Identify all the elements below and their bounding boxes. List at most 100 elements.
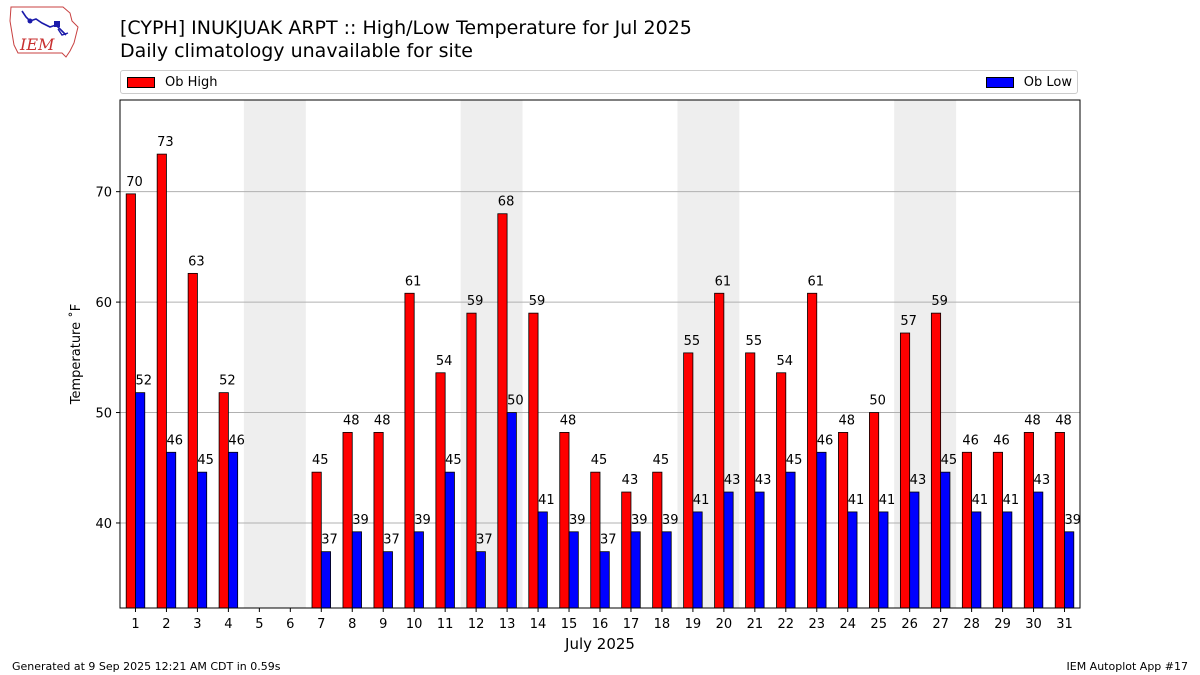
x-tick-label: 15 bbox=[561, 617, 578, 632]
bar-high bbox=[125, 193, 136, 609]
bar-low-label: 45 bbox=[445, 453, 462, 468]
bar-low-label: 37 bbox=[383, 533, 400, 548]
bar-high-label: 73 bbox=[157, 135, 174, 150]
bar-high-label: 50 bbox=[869, 394, 886, 409]
x-tick-label: 10 bbox=[406, 617, 423, 632]
bar-high bbox=[187, 272, 198, 609]
bar-low bbox=[909, 491, 920, 609]
bar-low bbox=[382, 551, 393, 609]
x-tick-label: 22 bbox=[778, 617, 795, 632]
bar-high-label: 61 bbox=[715, 274, 732, 289]
x-tick-label: 18 bbox=[654, 617, 671, 632]
bar-low bbox=[351, 531, 362, 609]
bar-low-label: 39 bbox=[569, 513, 586, 528]
bar-low-label: 41 bbox=[693, 493, 710, 508]
bar-low-label: 50 bbox=[507, 394, 524, 409]
x-tick-label: 25 bbox=[870, 617, 887, 632]
bar-low bbox=[816, 451, 827, 609]
bar-low bbox=[971, 511, 982, 609]
legend-label-high: Ob High bbox=[165, 74, 218, 90]
iem-logo: IEM bbox=[9, 6, 79, 58]
plot-frame bbox=[119, 99, 1081, 609]
x-tick-label: 5 bbox=[255, 617, 263, 632]
bar-low bbox=[320, 551, 331, 609]
bar-high-label: 54 bbox=[436, 354, 453, 369]
bar-low-label: 45 bbox=[197, 453, 214, 468]
legend-item-ob-low: Ob Low bbox=[985, 74, 1072, 90]
bar-high bbox=[683, 352, 694, 609]
x-tick-label: 1 bbox=[131, 617, 139, 632]
legend-item-ob-high: Ob High bbox=[127, 74, 218, 90]
footer-app-text: IEM Autoplot App #17 bbox=[1066, 660, 1189, 673]
bar-high-label: 68 bbox=[498, 195, 515, 210]
bar-low bbox=[630, 531, 641, 609]
weekend-band bbox=[677, 100, 740, 608]
x-tick-label: 28 bbox=[963, 617, 980, 632]
bar-high bbox=[961, 451, 973, 609]
y-tick-label: 40 bbox=[95, 517, 112, 532]
footer-generated-text: Generated at 9 Sep 2025 12:21 AM CDT in … bbox=[12, 660, 281, 673]
bar-high-label: 63 bbox=[188, 254, 205, 269]
x-tick-label: 30 bbox=[1025, 617, 1042, 632]
bar-low bbox=[135, 392, 146, 609]
x-tick-label: 12 bbox=[468, 617, 485, 632]
bar-low bbox=[444, 471, 455, 609]
x-tick-label: 17 bbox=[623, 617, 640, 632]
x-tick-label: 16 bbox=[592, 617, 609, 632]
x-tick-label: 6 bbox=[286, 617, 294, 632]
bar-low-label: 41 bbox=[972, 493, 989, 508]
bar-low bbox=[413, 531, 424, 609]
bar-high bbox=[373, 432, 384, 609]
bar-low-label: 41 bbox=[879, 493, 896, 508]
x-tick-label: 11 bbox=[437, 617, 454, 632]
bar-high bbox=[435, 372, 446, 609]
bar-high-label: 48 bbox=[560, 413, 577, 428]
bar-low-label: 41 bbox=[538, 493, 555, 508]
x-axis-label: July 2025 bbox=[564, 635, 635, 653]
bar-high bbox=[1054, 432, 1065, 609]
bar-high-label: 61 bbox=[807, 274, 824, 289]
y-axis-label: Temperature ˚F bbox=[68, 304, 84, 405]
bar-high bbox=[869, 412, 880, 609]
bar-high-label: 54 bbox=[777, 354, 794, 369]
bar-high-label: 48 bbox=[1055, 413, 1072, 428]
x-tick-label: 13 bbox=[499, 617, 516, 632]
bar-low bbox=[197, 471, 208, 609]
bar-low-label: 45 bbox=[786, 453, 803, 468]
bar-low bbox=[878, 511, 889, 609]
x-tick-label: 4 bbox=[224, 617, 232, 632]
legend-swatch-low bbox=[985, 76, 1014, 88]
bar-high bbox=[466, 312, 477, 609]
x-tick-label: 7 bbox=[317, 617, 325, 632]
weekend-band bbox=[243, 100, 306, 608]
bar-low bbox=[166, 451, 177, 609]
bar-low bbox=[568, 531, 579, 609]
x-tick-label: 24 bbox=[839, 617, 856, 632]
bar-low bbox=[475, 551, 486, 609]
bar-high bbox=[311, 471, 322, 609]
bar-low bbox=[754, 491, 765, 609]
bar-low bbox=[847, 511, 858, 609]
bar-high-label: 52 bbox=[219, 374, 236, 389]
x-tick-label: 2 bbox=[162, 617, 170, 632]
bar-low-label: 45 bbox=[941, 453, 958, 468]
bar-low-label: 43 bbox=[1034, 473, 1051, 488]
bar-low-label: 39 bbox=[662, 513, 679, 528]
bar-high bbox=[714, 292, 725, 609]
x-tick-label: 3 bbox=[193, 617, 201, 632]
bar-low bbox=[1033, 491, 1044, 609]
x-tick-label: 27 bbox=[932, 617, 949, 632]
bar-high bbox=[621, 491, 632, 609]
bar-high bbox=[776, 372, 787, 609]
x-tick-label: 8 bbox=[348, 617, 356, 632]
bar-high-label: 45 bbox=[591, 453, 608, 468]
bar-low-label: 46 bbox=[817, 433, 834, 448]
legend-label-low: Ob Low bbox=[1023, 74, 1072, 90]
bar-high-label: 48 bbox=[838, 413, 855, 428]
bar-low bbox=[599, 551, 610, 609]
weekend-band bbox=[894, 100, 957, 608]
x-tick-label: 14 bbox=[530, 617, 547, 632]
bar-low-label: 41 bbox=[848, 493, 865, 508]
svg-text:IEM: IEM bbox=[19, 35, 55, 54]
bar-high bbox=[497, 213, 508, 609]
